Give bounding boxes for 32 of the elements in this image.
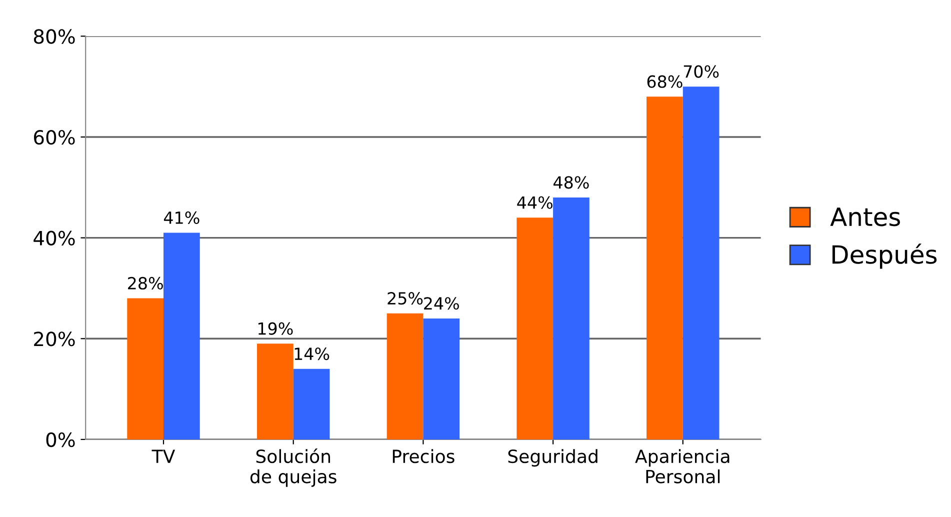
bar — [293, 368, 330, 440]
data-label: 48% — [554, 176, 589, 189]
y-tick-label: 40% — [34, 230, 75, 246]
y-tick-label: 20% — [34, 332, 75, 346]
bar — [516, 218, 554, 440]
data-label: 70% — [684, 65, 719, 78]
bar — [646, 96, 683, 440]
y-tick-label: 60% — [34, 130, 75, 145]
x-tick-label: TV — [152, 450, 176, 463]
y-tick-label: 80% — [34, 29, 75, 44]
data-label: 28% — [128, 276, 163, 290]
bar — [164, 232, 200, 440]
data-label: 24% — [424, 297, 459, 310]
bar — [553, 197, 590, 440]
bar — [127, 298, 164, 440]
x-tick-label: Precios — [392, 449, 454, 464]
data-label: 19% — [258, 322, 293, 335]
data-label: 41% — [164, 211, 200, 224]
bar — [386, 313, 424, 440]
x-tick-label: Apariencia Personal — [635, 449, 730, 484]
data-label: 44% — [517, 196, 552, 209]
bar — [423, 318, 460, 440]
bar — [682, 86, 720, 440]
legend-label: Antes — [830, 208, 900, 226]
data-label: 14% — [294, 347, 330, 360]
x-tick-label: Solución de quejas — [250, 448, 336, 487]
data-label: 68% — [647, 75, 682, 88]
bar — [256, 344, 294, 440]
x-tick-label: Seguridad — [508, 449, 598, 467]
data-label: 25% — [388, 292, 423, 305]
legend-label: Después — [832, 244, 937, 269]
y-tick-label: 0% — [46, 432, 75, 448]
